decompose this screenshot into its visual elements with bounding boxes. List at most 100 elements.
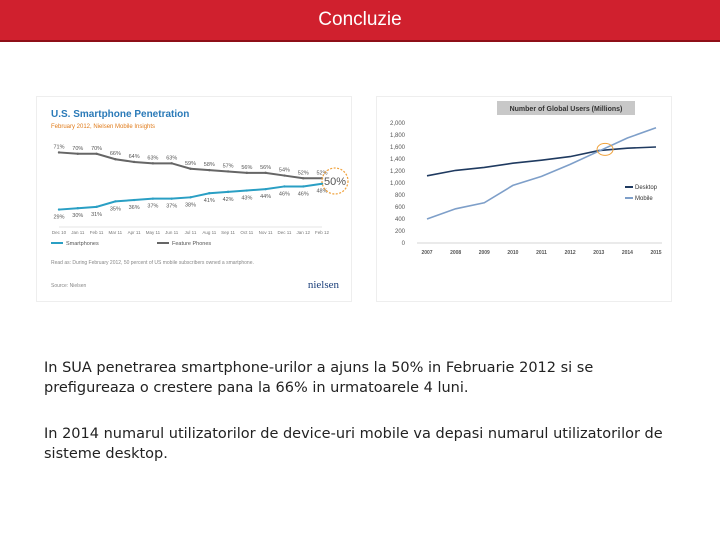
- data-label: 63%: [166, 155, 177, 161]
- data-point: [302, 177, 305, 180]
- x-tick-label: Mar 11: [109, 230, 123, 235]
- x-tick-label: Jun 11: [165, 230, 179, 235]
- data-label: 64%: [129, 154, 140, 160]
- global-users-plot: Number of Global Users (Millions) 0 200 400…: [390, 101, 662, 256]
- data-label: 43%: [241, 196, 252, 202]
- penetration-plot: Dec 10 Jan 11 Feb 11 Mar 11 Apr 11 May 11 Jun …: [51, 144, 349, 247]
- data-point: [76, 207, 79, 210]
- chart-subtitle: February 2012, Nielsen Mobile Insights: [51, 124, 156, 130]
- data-point: [114, 158, 117, 161]
- figure-area: U.S. Smartphone Penetration February 201…: [36, 96, 672, 302]
- data-label: 48%: [316, 189, 327, 195]
- data-point: [283, 174, 286, 177]
- x-tick-label: Jan 11: [71, 230, 85, 235]
- data-label: 36%: [129, 205, 140, 211]
- x-tick-label: Jan 12: [296, 230, 310, 235]
- chart-note: Read as: During February 2012, 50 percen…: [51, 260, 254, 266]
- data-label: 71%: [53, 144, 64, 150]
- data-label: 29%: [53, 215, 64, 221]
- annotation-label: 50%: [324, 176, 346, 188]
- data-point: [76, 152, 79, 155]
- data-label: 70%: [72, 146, 83, 152]
- y-tick-label: 1,400: [390, 157, 406, 163]
- crossover-circle: [596, 142, 614, 156]
- x-tick-label: Feb 12: [315, 230, 330, 235]
- data-point: [57, 208, 61, 211]
- y-tick-label: 1,600: [390, 145, 406, 151]
- data-label: 58%: [204, 162, 215, 168]
- data-point: [302, 185, 305, 188]
- data-label: 59%: [185, 161, 196, 167]
- x-tick-label: 2014: [622, 250, 633, 256]
- data-label: 70%: [91, 146, 102, 152]
- data-label: 31%: [91, 212, 102, 218]
- x-tick-label: 2010: [507, 250, 518, 256]
- data-label: 52%: [316, 170, 327, 176]
- data-label: 35%: [110, 206, 121, 212]
- x-tick-label: Apr 11: [128, 230, 141, 235]
- series-line-desktop: [426, 146, 657, 177]
- paragraph-2: In 2014 numarul utilizatorilor de device…: [44, 426, 663, 462]
- global-users-chart: Number of Global Users (Millions) 0 200 400…: [376, 96, 672, 302]
- data-label: 63%: [147, 155, 158, 161]
- legend-label-desktop: Desktop: [635, 185, 658, 191]
- annotation-circle: [321, 167, 349, 195]
- data-point: [170, 197, 173, 200]
- data-point: [57, 151, 61, 154]
- x-tick-label: Dec 10: [52, 230, 67, 235]
- y-tick-label: 200: [395, 229, 406, 235]
- slide-title: Concluzie: [318, 9, 402, 30]
- data-label: 66%: [110, 151, 121, 157]
- data-point: [132, 198, 136, 202]
- chart-title: Number of Global Users (Millions): [510, 106, 623, 113]
- chart-source: Source: Nielsen: [51, 283, 87, 289]
- data-point: [151, 197, 155, 200]
- data-label: 37%: [147, 204, 158, 210]
- data-point: [189, 196, 192, 199]
- data-point: [245, 171, 249, 175]
- data-label: 52%: [298, 170, 309, 176]
- y-tick-label: 2,000: [390, 121, 406, 127]
- y-tick-label: 600: [395, 205, 406, 211]
- x-tick-label: Nov 11: [259, 230, 273, 235]
- x-tick-label: 2015: [650, 250, 661, 256]
- data-label: 41%: [204, 198, 215, 204]
- data-point: [114, 200, 117, 203]
- y-tick-label: 1,200: [390, 169, 406, 175]
- data-label: 38%: [185, 202, 196, 208]
- x-tick-label: 2012: [565, 250, 576, 256]
- data-point: [226, 190, 230, 194]
- data-point: [208, 168, 211, 172]
- data-label: 42%: [223, 197, 234, 203]
- data-point: [208, 192, 211, 195]
- y-tick-label: 0: [402, 241, 406, 247]
- data-label: 54%: [279, 168, 290, 174]
- x-tick-label: Sep 11: [221, 230, 235, 235]
- data-label: 46%: [279, 191, 290, 197]
- x-tick-label: Jul 11: [185, 230, 197, 235]
- data-point: [95, 205, 98, 209]
- chart-title-bar: [497, 101, 635, 115]
- data-point: [189, 167, 192, 170]
- x-tick-label: May 11: [146, 230, 161, 235]
- y-tick-label: 400: [395, 217, 406, 223]
- slide-title-bar: Concluzie: [0, 0, 720, 42]
- data-point: [226, 170, 230, 173]
- x-tick-label: 2007: [421, 250, 432, 256]
- data-point: [132, 160, 136, 164]
- data-label: 56%: [260, 165, 271, 171]
- data-point: [170, 162, 173, 165]
- data-label: 46%: [298, 191, 309, 197]
- x-tick-label: Dec 11: [277, 230, 291, 235]
- data-label: 37%: [166, 204, 177, 210]
- x-tick-label: 2008: [450, 250, 461, 256]
- data-point: [95, 152, 98, 155]
- data-label: 30%: [72, 213, 83, 219]
- data-point: [320, 182, 324, 185]
- legend-label-smartphones: Smartphones: [66, 241, 99, 247]
- data-point: [151, 162, 155, 165]
- x-tick-label: 2011: [536, 250, 547, 256]
- y-tick-label: 1,000: [390, 181, 406, 187]
- smartphone-penetration-chart: U.S. Smartphone Penetration February 201…: [36, 96, 352, 302]
- data-label: 57%: [223, 163, 234, 169]
